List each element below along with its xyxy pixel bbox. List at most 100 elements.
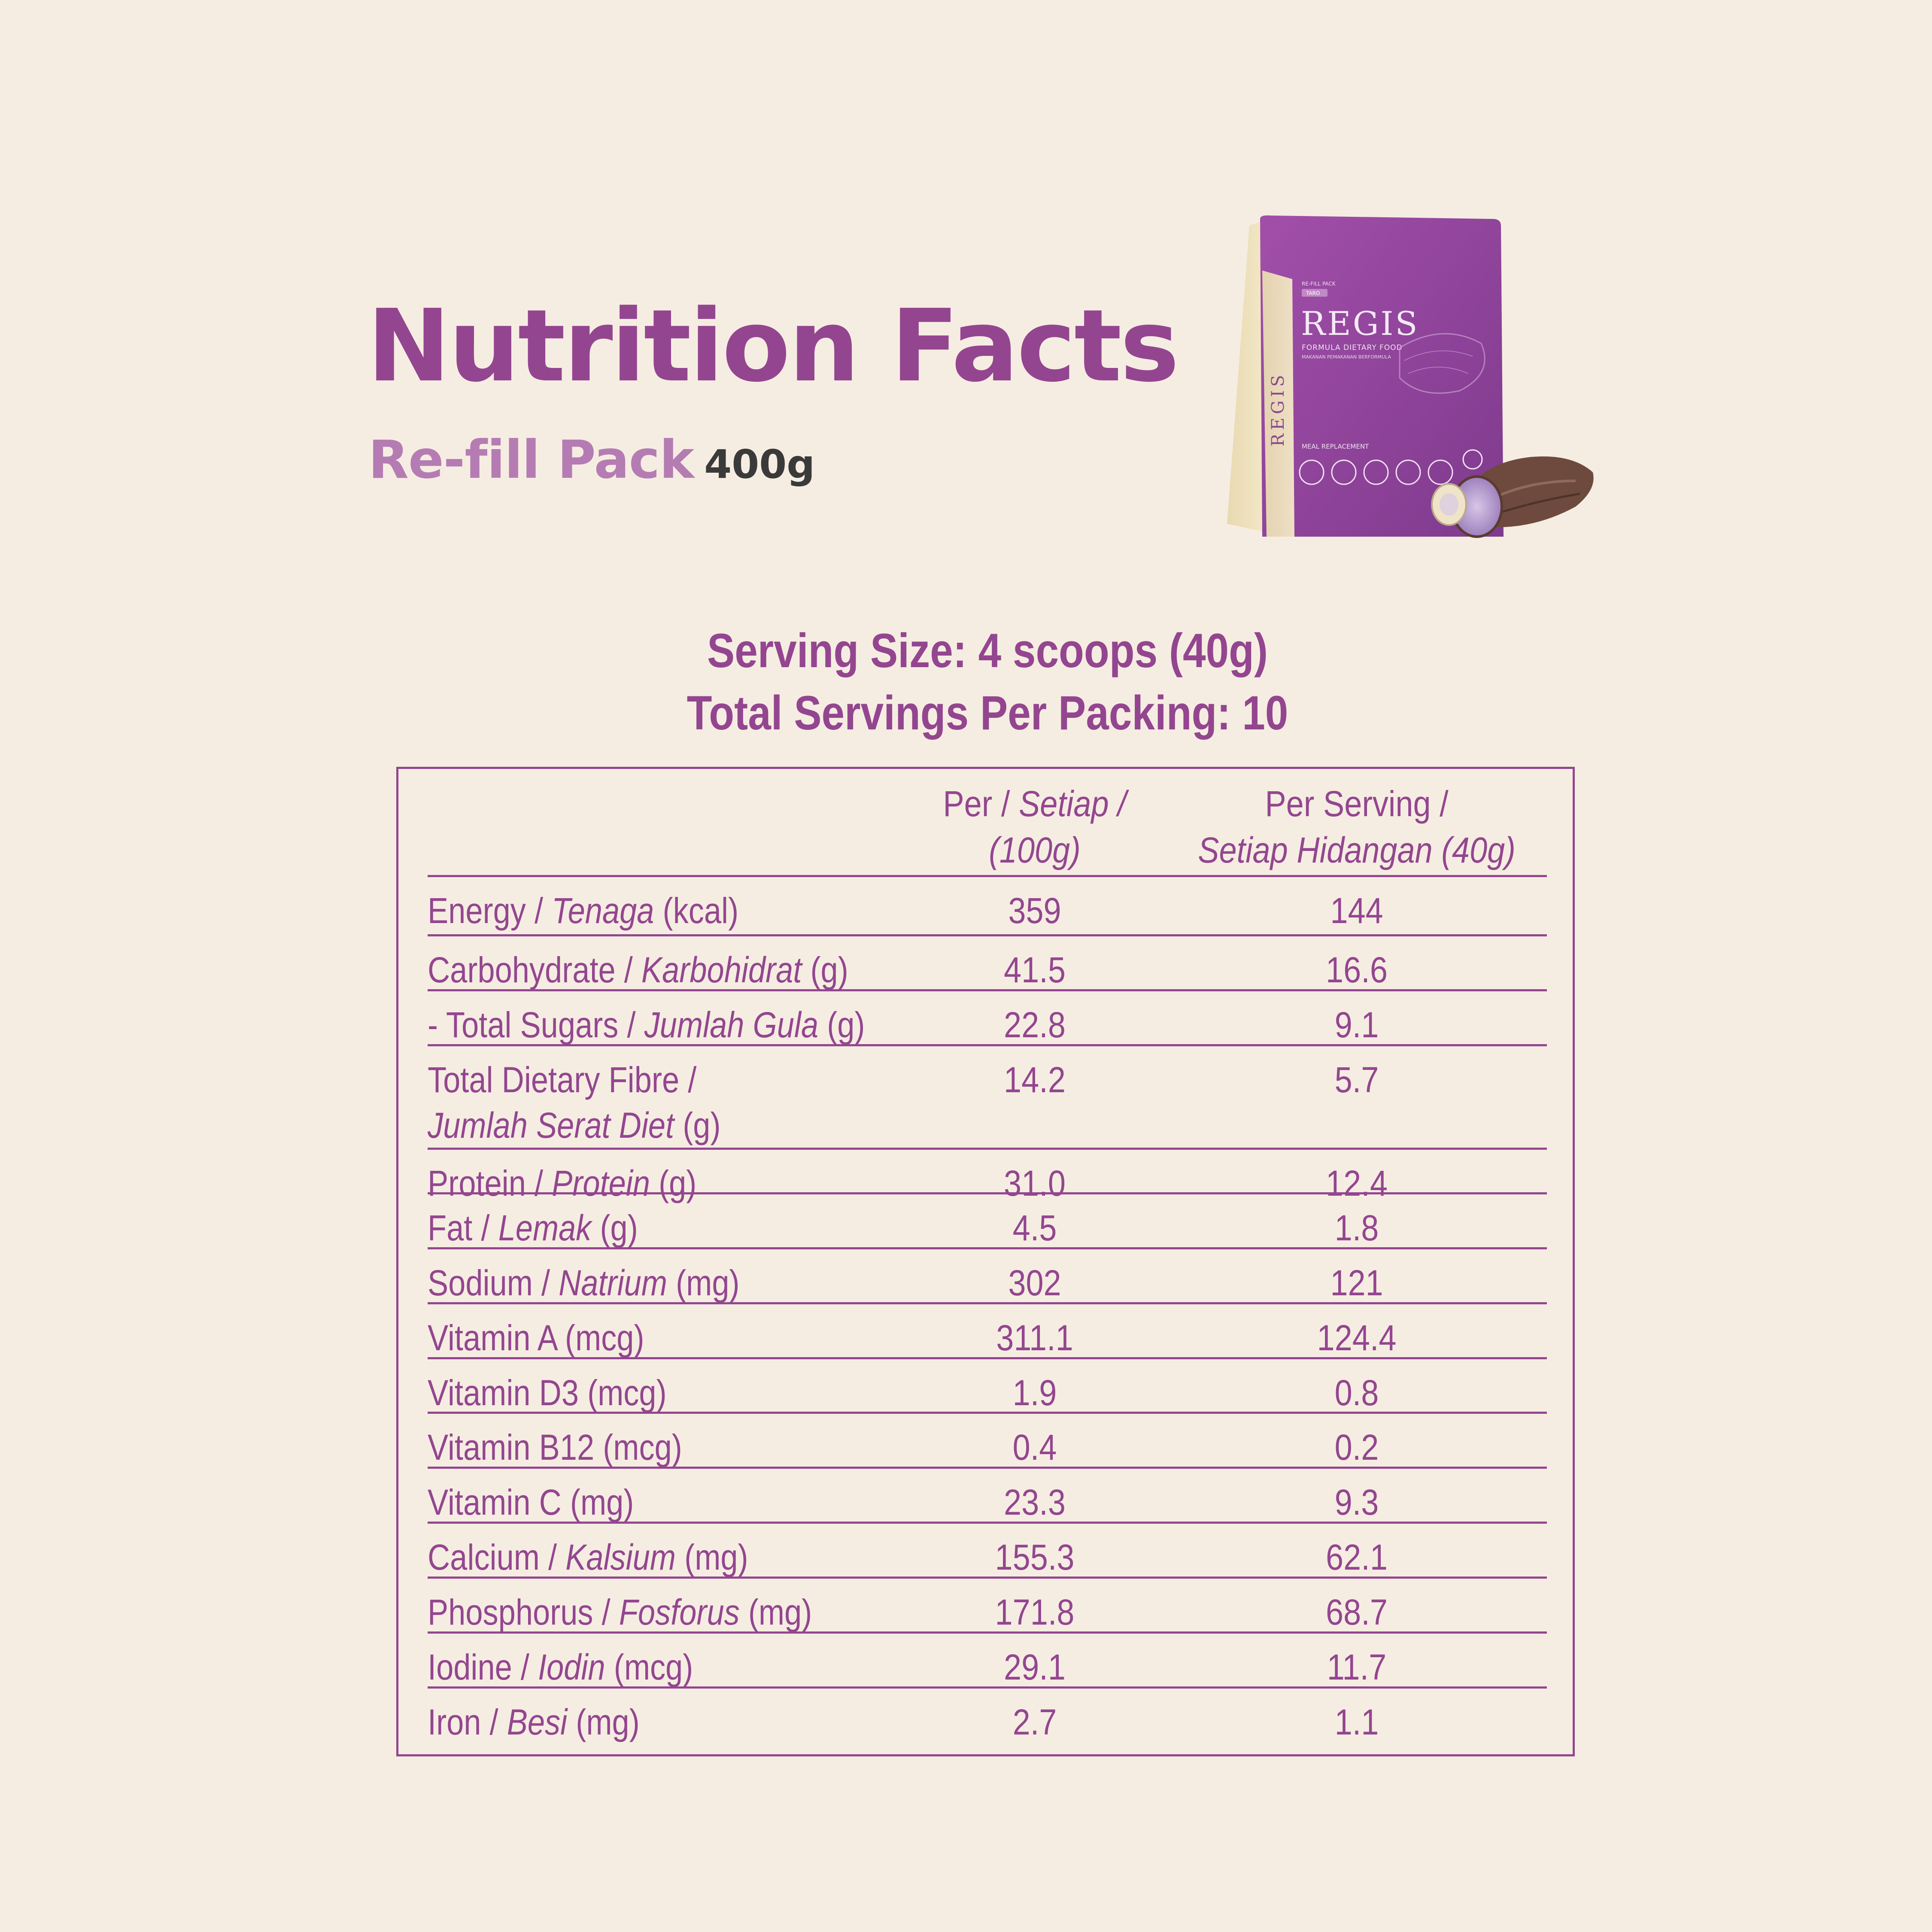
nutrient-name: Calcium / Kalsium (mg) xyxy=(428,1534,748,1580)
row-divider xyxy=(428,1192,1547,1194)
col-header-per-serving-ms: Setiap Hidangan (40g) xyxy=(1198,830,1516,870)
nutrient-name: Iodine / Iodin (mcg) xyxy=(428,1644,693,1690)
nutrient-name-ms: Fosforus xyxy=(619,1592,740,1632)
nutrient-unit: (g) xyxy=(802,950,848,990)
value-per-serving: 1.8 xyxy=(1334,1208,1379,1248)
value-per-100g: 171.8 xyxy=(995,1592,1075,1632)
pack-label: Re-fill Pack xyxy=(368,429,694,490)
value-per-serving: 1.1 xyxy=(1334,1702,1379,1742)
pack-product-line: FORMULA DIETARY FOOD xyxy=(1302,343,1403,352)
nutrient-name-en: Fat / xyxy=(428,1208,498,1248)
value-per-serving: 68.7 xyxy=(1326,1592,1388,1632)
pack-subtitle: Re-fill Pack 400g xyxy=(368,434,815,486)
nutrient-unit: (mg) xyxy=(676,1537,748,1577)
pack-category: MEAL REPLACEMENT xyxy=(1302,443,1369,450)
value-per-serving: 12.4 xyxy=(1326,1163,1388,1203)
nutrient-name-en: Vitamin C (mg) xyxy=(428,1482,634,1522)
value-per-100g: 22.8 xyxy=(1004,1005,1066,1045)
nutrient-name-ms: Protein xyxy=(552,1163,650,1203)
pack-product-line-ms: MAKANAN PEMAKANAN BERFORMULA xyxy=(1302,354,1391,360)
nutrient-name-en: Total Dietary Fibre / xyxy=(428,1060,697,1100)
value-per-100g: 29.1 xyxy=(1004,1647,1066,1687)
value-per-100g: 311.1 xyxy=(996,1318,1073,1358)
row-divider xyxy=(428,1577,1547,1579)
value-per-100g: 31.0 xyxy=(1004,1163,1066,1203)
value-per-100g: 23.3 xyxy=(1004,1482,1066,1522)
page-title: Nutrition Facts xyxy=(367,288,1179,404)
nutrient-name-ms: Jumlah Serat Diet xyxy=(428,1105,674,1145)
value-per-serving: 9.3 xyxy=(1334,1482,1379,1522)
value-per-100g: 0.4 xyxy=(1012,1427,1057,1467)
value-per-serving: 62.1 xyxy=(1326,1537,1388,1577)
row-divider xyxy=(428,1357,1547,1359)
nutrient-name-en: Sodium / xyxy=(428,1263,559,1303)
value-per-100g: 302 xyxy=(1008,1263,1061,1303)
pack-brand-logo: REGIS xyxy=(1301,304,1419,343)
nutrient-name: Energy / Tenaga (kcal) xyxy=(428,888,738,933)
col-header-per-100g: Per / Setiap / (100g) xyxy=(921,781,1148,873)
nutrient-name-en: Energy / xyxy=(428,890,552,931)
nutrient-name: Protein / Protein (g) xyxy=(428,1160,696,1206)
row-divider xyxy=(428,1302,1547,1304)
value-per-serving: 0.2 xyxy=(1334,1427,1379,1467)
row-divider xyxy=(428,1467,1547,1469)
value-per-serving: 5.7 xyxy=(1334,1060,1379,1100)
row-divider xyxy=(428,1522,1547,1524)
nutrient-name-en: Phosphorus / xyxy=(428,1592,619,1632)
nutrient-name-ms: Besi xyxy=(507,1702,568,1742)
pack-spine-brand: REGIS xyxy=(1268,372,1288,447)
value-per-100g: 2.7 xyxy=(1012,1702,1057,1742)
nutrient-name-en: Protein / xyxy=(428,1163,552,1203)
row-divider xyxy=(428,934,1547,936)
nutrient-name: Vitamin B12 (mcg) xyxy=(428,1425,682,1470)
value-per-100g: 14.2 xyxy=(1004,1060,1066,1100)
pack-weight: 400g xyxy=(704,441,815,487)
flavour-tag: TARO xyxy=(1306,290,1320,296)
nutrient-name-en: Vitamin D3 (mcg) xyxy=(428,1373,667,1413)
value-per-serving: 16.6 xyxy=(1326,950,1388,990)
serving-size: Serving Size: 4 scoops (40g) xyxy=(707,624,1268,677)
nutrient-unit: (g) xyxy=(650,1163,697,1203)
value-per-serving: 121 xyxy=(1330,1263,1383,1303)
nutrient-name-en: - Total Sugars / xyxy=(428,1005,644,1045)
value-per-100g: 359 xyxy=(1008,890,1061,931)
value-per-100g: 4.5 xyxy=(1012,1208,1057,1248)
nutrient-unit: (mcg) xyxy=(605,1647,693,1687)
nutrient-name: Sodium / Natrium (mg) xyxy=(428,1260,740,1306)
nutrient-name-ms: Iodin xyxy=(538,1647,605,1687)
nutrient-name: Phosphorus / Fosforus (mg) xyxy=(428,1589,812,1635)
row-divider xyxy=(428,1247,1547,1249)
nutrient-name-ms: Jumlah Gula xyxy=(644,1005,819,1045)
nutrient-name-en: Iodine / xyxy=(428,1647,538,1687)
nutrient-name-en: Calcium / xyxy=(428,1537,566,1577)
nutrient-unit: (g) xyxy=(674,1105,721,1145)
nutrient-name: Vitamin D3 (mcg) xyxy=(428,1370,667,1416)
nutrient-unit: (mg) xyxy=(739,1592,812,1632)
nutrient-name-en: Iron / xyxy=(428,1702,507,1742)
value-per-serving: 144 xyxy=(1330,890,1383,931)
col-header-per-100g-amount: (100g) xyxy=(989,830,1081,870)
nutrient-name-ms: Natrium xyxy=(559,1263,668,1303)
nutrient-name-ms: Karbohidrat xyxy=(641,950,802,990)
value-per-serving: 9.1 xyxy=(1334,1005,1379,1045)
nutrient-name-en: Carbohydrate / xyxy=(428,950,641,990)
value-per-serving: 11.7 xyxy=(1327,1647,1387,1687)
pack-type-label: RE-FILL PACK xyxy=(1302,281,1336,287)
row-divider xyxy=(428,1044,1547,1046)
nutrient-unit: (mg) xyxy=(567,1702,640,1742)
nutrient-name: Carbohydrate / Karbohidrat (g) xyxy=(428,947,848,993)
nutrient-name: Iron / Besi (mg) xyxy=(428,1699,640,1745)
col-header-per-serving: Per Serving / Setiap Hidangan (40g) xyxy=(1187,781,1527,873)
nutrient-name: Total Dietary Fibre / Jumlah Serat Diet (… xyxy=(428,1057,721,1148)
col-header-per-serving-en: Per Serving / xyxy=(1265,784,1449,824)
col-header-per-100g-ms: Setiap / xyxy=(1018,784,1127,824)
nutrient-name: Fat / Lemak (g) xyxy=(428,1205,638,1251)
nutrient-name-ms: Kalsium xyxy=(565,1537,676,1577)
value-per-serving: 124.4 xyxy=(1317,1318,1397,1358)
nutrient-name-ms: Lemak xyxy=(498,1208,592,1248)
nutrient-name: Vitamin A (mcg) xyxy=(428,1315,644,1361)
value-per-serving: 0.8 xyxy=(1334,1373,1379,1413)
row-divider xyxy=(428,1412,1547,1414)
row-divider xyxy=(428,1148,1547,1150)
value-per-100g: 1.9 xyxy=(1012,1373,1057,1413)
